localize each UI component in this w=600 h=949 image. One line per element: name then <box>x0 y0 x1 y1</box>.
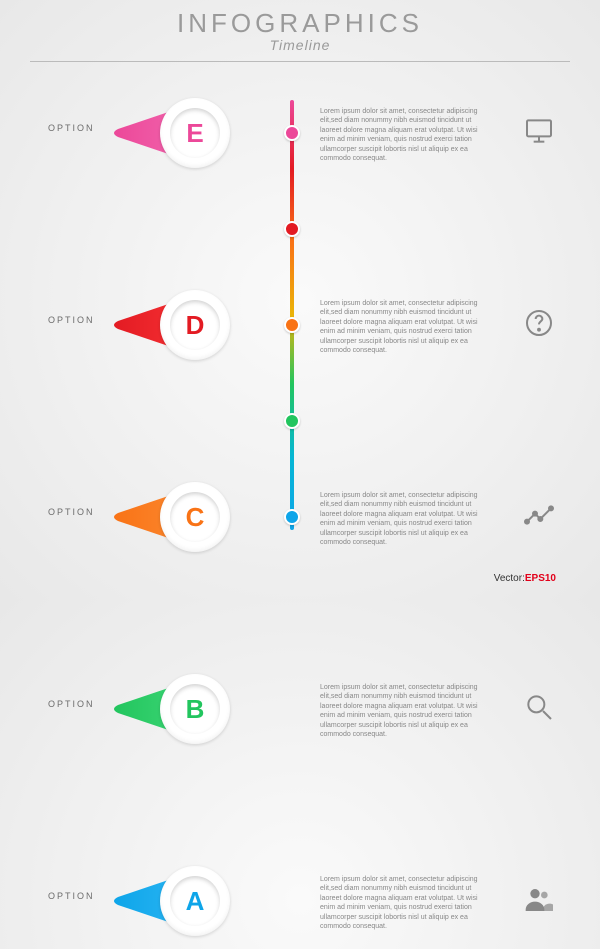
search-icon <box>523 691 555 723</box>
pin-marker: E <box>110 103 230 163</box>
option-label: OPTION <box>48 891 95 901</box>
timeline-dot <box>284 317 300 333</box>
pin-letter: B <box>170 684 220 734</box>
description-text: Lorem ipsum dolor sit amet, consectetur … <box>320 491 490 548</box>
description-text: Lorem ipsum dolor sit amet, consectetur … <box>320 299 490 356</box>
pin-letter: A <box>170 876 220 926</box>
timeline-row: OPTION C Lorem ipsum dolor sit amet, con… <box>0 469 600 565</box>
chart-icon <box>523 499 555 531</box>
page-title: INFOGRAPHICS <box>0 8 600 39</box>
description-text: Lorem ipsum dolor sit amet, consectetur … <box>320 107 490 164</box>
pin-marker: D <box>110 295 230 355</box>
timeline-dot <box>284 221 300 237</box>
people-icon <box>523 883 555 915</box>
option-label: OPTION <box>48 699 95 709</box>
timeline-row: OPTION B Lorem ipsum dolor sit amet, con… <box>0 661 600 757</box>
timeline-row: OPTION A Lorem ipsum dolor sit amet, con… <box>0 853 600 949</box>
option-label: OPTION <box>48 507 95 517</box>
timeline-row: OPTION D Lorem ipsum dolor sit amet, con… <box>0 277 600 373</box>
header: INFOGRAPHICS Timeline <box>0 0 600 53</box>
description-text: Lorem ipsum dolor sit amet, consectetur … <box>320 875 490 932</box>
option-label: OPTION <box>48 123 95 133</box>
description-text: Lorem ipsum dolor sit amet, consectetur … <box>320 683 490 740</box>
vector-label: Vector: <box>494 573 525 584</box>
timeline-dot <box>284 413 300 429</box>
rows-container: OPTION E Lorem ipsum dolor sit amet, con… <box>0 85 600 565</box>
timeline-dot <box>284 509 300 525</box>
pin-letter: C <box>170 492 220 542</box>
monitor-icon <box>523 115 555 147</box>
eps-label: EPS10 <box>525 573 556 584</box>
timeline-dot <box>284 125 300 141</box>
pin-marker: B <box>110 679 230 739</box>
pin-letter: E <box>170 108 220 158</box>
pin-marker: C <box>110 487 230 547</box>
page-subtitle: Timeline <box>0 37 600 53</box>
vector-credit: Vector:EPS10 <box>494 573 556 584</box>
divider <box>30 61 570 62</box>
pin-letter: D <box>170 300 220 350</box>
option-label: OPTION <box>48 315 95 325</box>
question-icon <box>523 307 555 339</box>
timeline-row: OPTION E Lorem ipsum dolor sit amet, con… <box>0 85 600 181</box>
pin-marker: A <box>110 871 230 931</box>
